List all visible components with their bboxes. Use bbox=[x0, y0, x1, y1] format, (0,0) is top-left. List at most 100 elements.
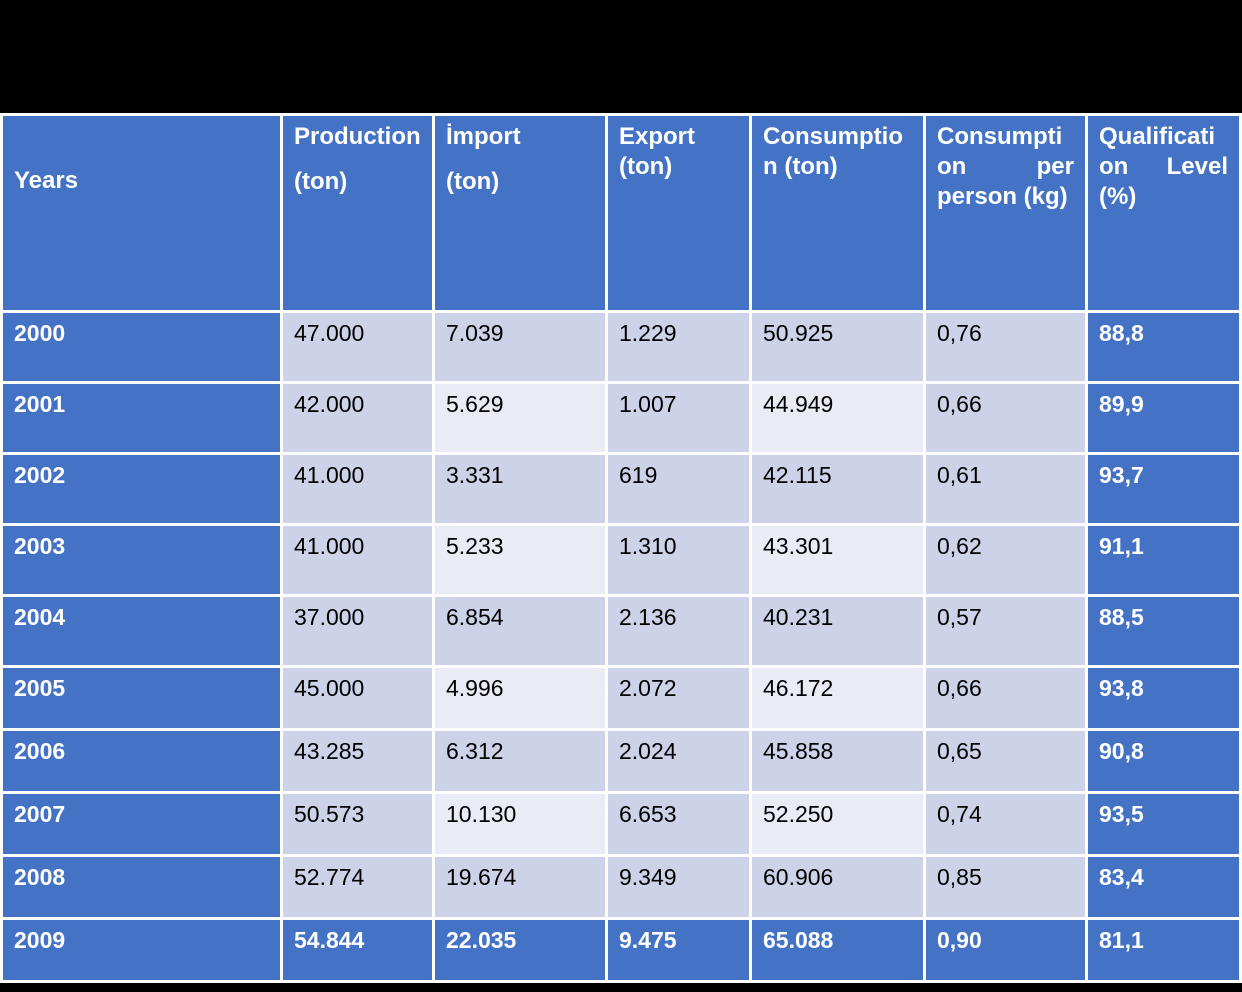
cell-production: 54.844 bbox=[283, 920, 432, 980]
column-header-import: İmport (ton) bbox=[435, 116, 605, 310]
cell-export: 9.349 bbox=[608, 857, 749, 917]
cell-import: 10.130 bbox=[435, 794, 605, 854]
column-header-label: Qualification Level (%) bbox=[1099, 123, 1228, 210]
header-row: Years Production (ton) İmport (ton) Expo… bbox=[3, 116, 1239, 310]
cell-year: 2007 bbox=[3, 794, 280, 854]
column-header-unit: (ton) bbox=[294, 168, 348, 195]
column-header-label: Production bbox=[294, 123, 421, 150]
table-row: 2009 54.844 22.035 9.475 65.088 0,90 81,… bbox=[3, 920, 1239, 980]
cell-qualification: 93,8 bbox=[1088, 668, 1239, 728]
cell-consumption: 42.115 bbox=[752, 455, 923, 523]
cell-production: 42.000 bbox=[283, 384, 432, 452]
column-header-consumption-per-person: Consumption per person (kg) bbox=[926, 116, 1085, 310]
cell-consumption: 50.925 bbox=[752, 313, 923, 381]
column-header-years: Years bbox=[3, 116, 280, 310]
table-row: 2001 42.000 5.629 1.007 44.949 0,66 89,9 bbox=[3, 384, 1239, 452]
cell-import: 6.312 bbox=[435, 731, 605, 791]
cell-per-person: 0,61 bbox=[926, 455, 1085, 523]
cell-production: 52.774 bbox=[283, 857, 432, 917]
table-row: 2006 43.285 6.312 2.024 45.858 0,65 90,8 bbox=[3, 731, 1239, 791]
table-header: Years Production (ton) İmport (ton) Expo… bbox=[3, 116, 1239, 310]
cell-export: 2.072 bbox=[608, 668, 749, 728]
table-row: 2004 37.000 6.854 2.136 40.231 0,57 88,5 bbox=[3, 597, 1239, 665]
column-header-label: Consumption (ton) bbox=[763, 123, 903, 180]
cell-year: 2003 bbox=[3, 526, 280, 594]
cell-import: 5.629 bbox=[435, 384, 605, 452]
cell-per-person: 0,66 bbox=[926, 668, 1085, 728]
cell-per-person: 0,74 bbox=[926, 794, 1085, 854]
cell-production: 43.285 bbox=[283, 731, 432, 791]
cell-per-person: 0,62 bbox=[926, 526, 1085, 594]
cell-qualification: 93,5 bbox=[1088, 794, 1239, 854]
cell-qualification: 91,1 bbox=[1088, 526, 1239, 594]
cell-export: 1.007 bbox=[608, 384, 749, 452]
table-row: 2000 47.000 7.039 1.229 50.925 0,76 88,8 bbox=[3, 313, 1239, 381]
cell-year: 2001 bbox=[3, 384, 280, 452]
cell-export: 1.310 bbox=[608, 526, 749, 594]
cell-consumption: 46.172 bbox=[752, 668, 923, 728]
cell-import: 4.996 bbox=[435, 668, 605, 728]
cell-year: 2000 bbox=[3, 313, 280, 381]
cell-qualification: 93,7 bbox=[1088, 455, 1239, 523]
cell-production: 50.573 bbox=[283, 794, 432, 854]
cell-production: 47.000 bbox=[283, 313, 432, 381]
cell-per-person: 0,57 bbox=[926, 597, 1085, 665]
cell-qualification: 81,1 bbox=[1088, 920, 1239, 980]
cell-production: 37.000 bbox=[283, 597, 432, 665]
column-header-export: Export (ton) bbox=[608, 116, 749, 310]
column-header-label: Consumption per person (kg) bbox=[937, 123, 1074, 210]
cell-year: 2009 bbox=[3, 920, 280, 980]
cell-export: 9.475 bbox=[608, 920, 749, 980]
table-row: 2005 45.000 4.996 2.072 46.172 0,66 93,8 bbox=[3, 668, 1239, 728]
table-row: 2007 50.573 10.130 6.653 52.250 0,74 93,… bbox=[3, 794, 1239, 854]
cell-qualification: 88,5 bbox=[1088, 597, 1239, 665]
cell-qualification: 90,8 bbox=[1088, 731, 1239, 791]
column-header-consumption: Consumption (ton) bbox=[752, 116, 923, 310]
cell-production: 41.000 bbox=[283, 526, 432, 594]
table-body: 2000 47.000 7.039 1.229 50.925 0,76 88,8… bbox=[3, 313, 1239, 980]
column-header-production: Production (ton) bbox=[283, 116, 432, 310]
column-header-label: İmport bbox=[446, 123, 521, 150]
cell-consumption: 52.250 bbox=[752, 794, 923, 854]
cell-per-person: 0,90 bbox=[926, 920, 1085, 980]
cell-production: 45.000 bbox=[283, 668, 432, 728]
cell-year: 2005 bbox=[3, 668, 280, 728]
cell-qualification: 88,8 bbox=[1088, 313, 1239, 381]
cell-consumption: 40.231 bbox=[752, 597, 923, 665]
table-row: 2003 41.000 5.233 1.310 43.301 0,62 91,1 bbox=[3, 526, 1239, 594]
column-header-label: Years bbox=[14, 167, 79, 194]
table-row: 2002 41.000 3.331 619 42.115 0,61 93,7 bbox=[3, 455, 1239, 523]
cell-production: 41.000 bbox=[283, 455, 432, 523]
cell-year: 2004 bbox=[3, 597, 280, 665]
cell-consumption: 44.949 bbox=[752, 384, 923, 452]
column-header-qualification-level: Qualification Level (%) bbox=[1088, 116, 1239, 310]
cell-export: 1.229 bbox=[608, 313, 749, 381]
cell-per-person: 0,76 bbox=[926, 313, 1085, 381]
cell-export: 6.653 bbox=[608, 794, 749, 854]
cell-year: 2008 bbox=[3, 857, 280, 917]
table-row: 2008 52.774 19.674 9.349 60.906 0,85 83,… bbox=[3, 857, 1239, 917]
cell-export: 619 bbox=[608, 455, 749, 523]
cell-consumption: 43.301 bbox=[752, 526, 923, 594]
cell-import: 6.854 bbox=[435, 597, 605, 665]
cell-consumption: 65.088 bbox=[752, 920, 923, 980]
cell-export: 2.024 bbox=[608, 731, 749, 791]
cell-year: 2006 bbox=[3, 731, 280, 791]
cell-qualification: 83,4 bbox=[1088, 857, 1239, 917]
cell-import: 3.331 bbox=[435, 455, 605, 523]
cell-per-person: 0,85 bbox=[926, 857, 1085, 917]
cell-per-person: 0,65 bbox=[926, 731, 1085, 791]
column-header-unit: (ton) bbox=[446, 168, 500, 195]
cell-import: 7.039 bbox=[435, 313, 605, 381]
cell-import: 19.674 bbox=[435, 857, 605, 917]
cell-qualification: 89,9 bbox=[1088, 384, 1239, 452]
column-header-label: Export (ton) bbox=[619, 123, 696, 180]
cell-export: 2.136 bbox=[608, 597, 749, 665]
cell-consumption: 45.858 bbox=[752, 731, 923, 791]
production-import-export-table: Years Production (ton) İmport (ton) Expo… bbox=[0, 113, 1242, 983]
cell-per-person: 0,66 bbox=[926, 384, 1085, 452]
cell-import: 22.035 bbox=[435, 920, 605, 980]
cell-import: 5.233 bbox=[435, 526, 605, 594]
cell-year: 2002 bbox=[3, 455, 280, 523]
